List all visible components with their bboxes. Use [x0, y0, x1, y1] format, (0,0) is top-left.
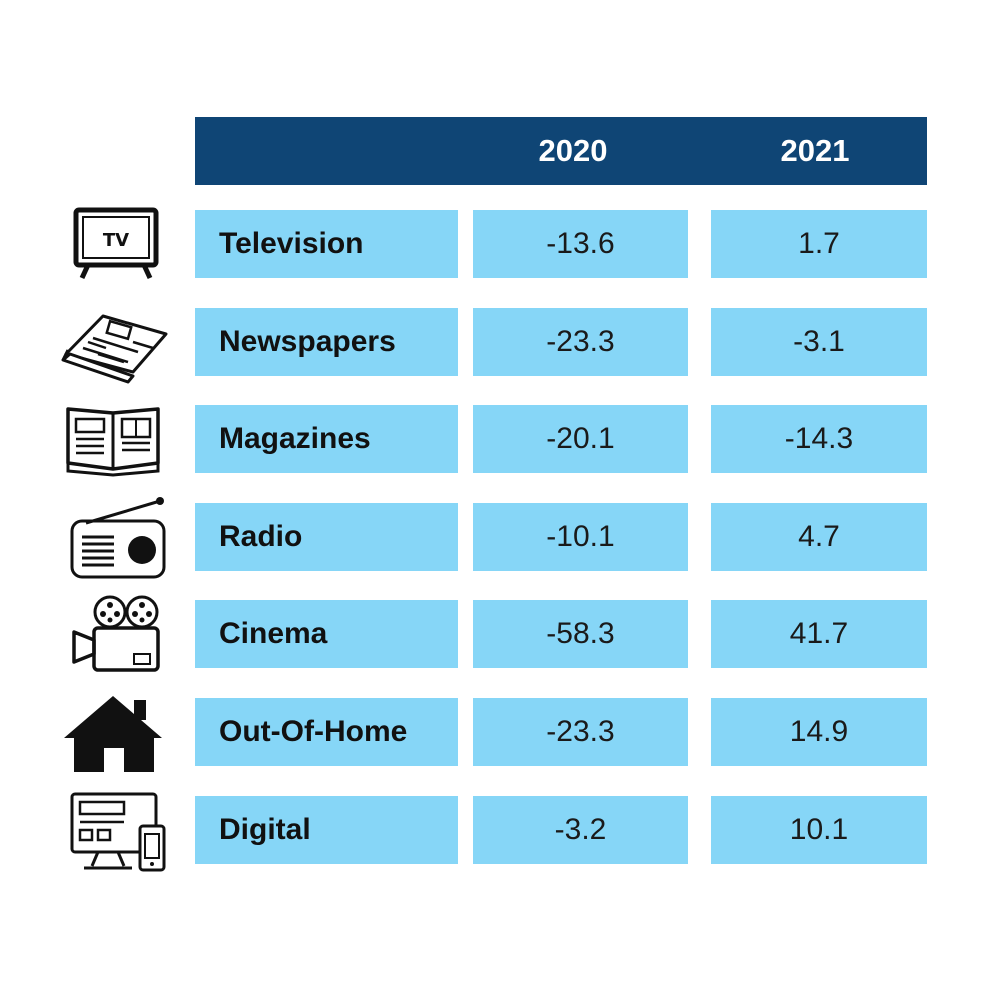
value-television-2020: -13.6	[473, 210, 688, 278]
column-header-2020: 2020	[538, 133, 608, 168]
value-radio-2021: 4.7	[711, 503, 927, 571]
svg-text:TV: TV	[103, 230, 129, 251]
film-camera-icon	[58, 595, 168, 676]
value-cinema-2020: -58.3	[473, 600, 688, 668]
value-magazines-2020: -20.1	[473, 405, 688, 473]
value-digital-2020: -3.2	[473, 796, 688, 864]
value-digital-2021: 10.1	[711, 796, 927, 864]
house-icon	[58, 694, 168, 774]
newspaper-icon	[58, 304, 168, 384]
magazine-icon	[58, 401, 168, 481]
radio-icon	[58, 497, 168, 579]
tv-icon: TV	[58, 206, 168, 286]
column-header-2021: 2021	[780, 133, 850, 168]
value-radio-2020: -10.1	[473, 503, 688, 571]
row-label-digital: Digital	[195, 796, 458, 864]
row-label-cinema: Cinema	[195, 600, 458, 668]
row-label-magazines: Magazines	[195, 405, 458, 473]
row-label-radio: Radio	[195, 503, 458, 571]
row-label-newspapers: Newspapers	[195, 308, 458, 376]
value-cinema-2021: 41.7	[711, 600, 927, 668]
devices-icon	[58, 792, 168, 872]
row-label-out-of-home: Out-Of-Home	[195, 698, 458, 766]
value-television-2021: 1.7	[711, 210, 927, 278]
table-header-bar	[195, 117, 927, 185]
value-out-of-home-2021: 14.9	[711, 698, 927, 766]
value-newspapers-2020: -23.3	[473, 308, 688, 376]
value-newspapers-2021: -3.1	[711, 308, 927, 376]
row-label-television: Television	[195, 210, 458, 278]
value-out-of-home-2020: -23.3	[473, 698, 688, 766]
value-magazines-2021: -14.3	[711, 405, 927, 473]
